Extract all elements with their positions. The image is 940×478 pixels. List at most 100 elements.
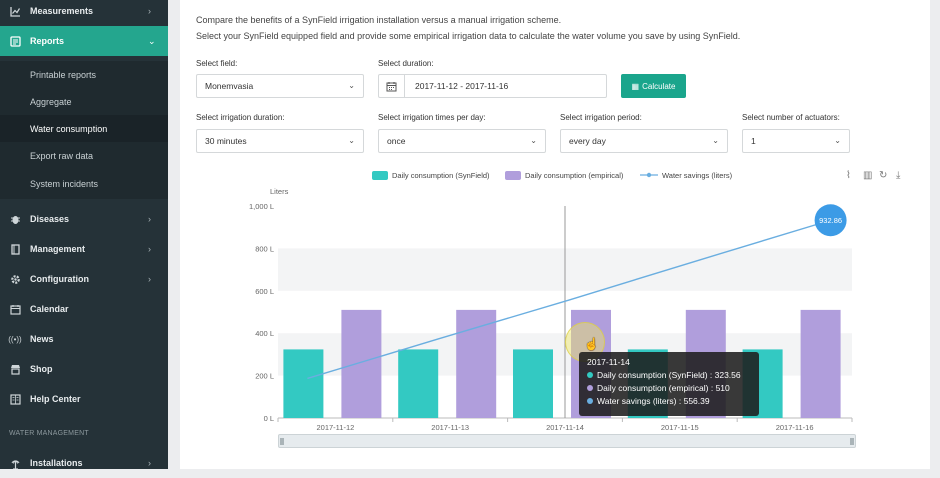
download-icon[interactable]: ⤓ bbox=[896, 170, 901, 181]
chevron-down-icon: ⌄ bbox=[834, 136, 841, 145]
sidebar-sub-system-incidents[interactable]: System incidents bbox=[0, 169, 168, 199]
y-tick-label: 0 L bbox=[264, 414, 274, 423]
calculate-button[interactable]: ▦ Calculate bbox=[621, 74, 686, 98]
x-tick-label: 2017-11-15 bbox=[661, 423, 699, 432]
x-tick-label: 2017-11-12 bbox=[316, 423, 354, 432]
sidebar-item-shop[interactable]: Shop bbox=[0, 354, 168, 384]
chevron-down-icon: ⌄ bbox=[148, 35, 156, 46]
calendar-icon bbox=[379, 75, 405, 97]
marker-label: 932.86 bbox=[819, 216, 842, 225]
legend-line-swatch bbox=[640, 172, 658, 178]
sidebar-item-configuration[interactable]: Configuration › bbox=[0, 264, 168, 294]
chevron-down-icon: ⌄ bbox=[530, 136, 537, 145]
bar-synfield bbox=[398, 349, 439, 418]
sidebar-sub-aggregate[interactable]: Aggregate bbox=[0, 88, 168, 115]
bar-empirical bbox=[456, 309, 497, 418]
intro-line-1: Compare the benefits of a SynField irrig… bbox=[196, 15, 562, 25]
sidebar-item-help-center[interactable]: Help Center bbox=[0, 384, 168, 414]
legend-synfield[interactable]: Daily consumption (SynField) bbox=[372, 168, 490, 182]
water-consumption-card: Compare the benefits of a SynField irrig… bbox=[180, 0, 930, 469]
chevron-right-icon: › bbox=[148, 244, 151, 254]
legend-swatch bbox=[372, 170, 388, 180]
tooltip-dot bbox=[587, 372, 593, 378]
slider-handle-right[interactable] bbox=[850, 438, 854, 445]
sidebar-item-diseases[interactable]: Diseases › bbox=[0, 204, 168, 234]
bar-empirical bbox=[800, 309, 841, 418]
sidebar-item-reports[interactable]: Reports ⌄ bbox=[0, 26, 168, 56]
gear-icon bbox=[9, 273, 21, 285]
x-tick-label: 2017-11-16 bbox=[776, 423, 814, 432]
sidebar-item-installations[interactable]: Installations › bbox=[0, 448, 168, 478]
y-tick-label: 200 L bbox=[255, 372, 274, 381]
store-icon bbox=[9, 363, 21, 375]
y-tick-label: 1,000 L bbox=[249, 202, 274, 211]
irrigation-duration-label: Select irrigation duration: bbox=[196, 113, 285, 122]
sidebar-sub-printable-reports[interactable]: Printable reports bbox=[0, 61, 168, 88]
field-label: Select field: bbox=[196, 59, 238, 68]
sidebar-sub-export-raw-data[interactable]: Export raw data bbox=[0, 142, 168, 169]
sidebar-sub-water-consumption[interactable]: Water consumption bbox=[0, 115, 168, 142]
chevron-down-icon: ⌄ bbox=[712, 136, 719, 145]
actuators-select[interactable]: 1 ⌄ bbox=[742, 129, 850, 153]
book-icon bbox=[9, 243, 21, 255]
legend-water-savings[interactable]: Water savings (liters) bbox=[640, 168, 732, 182]
slider-handle-left[interactable] bbox=[280, 438, 284, 445]
irrigation-period-label: Select irrigation period: bbox=[560, 113, 642, 122]
pointer-cursor-icon: ☝ bbox=[584, 337, 599, 351]
duration-value: 2017-11-12 - 2017-11-16 bbox=[415, 81, 509, 91]
duration-picker[interactable]: 2017-11-12 - 2017-11-16 bbox=[378, 74, 607, 98]
chevron-down-icon: ⌄ bbox=[348, 81, 355, 90]
sidebar-item-management[interactable]: Management › bbox=[0, 234, 168, 264]
water-savings-line bbox=[307, 219, 831, 380]
legend-swatch bbox=[505, 170, 521, 180]
irrigation-times-label: Select irrigation times per day: bbox=[378, 113, 486, 122]
help-book-icon bbox=[9, 393, 21, 405]
irrigation-period-select[interactable]: every day ⌄ bbox=[560, 129, 728, 153]
y-tick-label: 800 L bbox=[255, 244, 274, 253]
main-content: Compare the benefits of a SynField irrig… bbox=[168, 0, 940, 469]
field-select[interactable]: Monemvasia ⌄ bbox=[196, 74, 364, 98]
bug-icon bbox=[9, 213, 21, 225]
calculator-icon: ▦ bbox=[631, 81, 640, 91]
x-tick-label: 2017-11-13 bbox=[431, 423, 469, 432]
chevron-right-icon: › bbox=[148, 458, 151, 468]
duration-label: Select duration: bbox=[378, 59, 434, 68]
calendar-icon bbox=[9, 303, 21, 315]
water-consumption-chart: 0 L 200 L 400 L 600 L 800 L 1,000 L Liters 2017… bbox=[249, 187, 853, 432]
bar-synfield bbox=[513, 349, 553, 418]
chevron-right-icon: › bbox=[148, 6, 151, 16]
tooltip-row: Daily consumption (SynField) : 323.56 bbox=[587, 370, 751, 380]
legend-empirical[interactable]: Daily consumption (empirical) bbox=[505, 168, 623, 182]
bar-empirical bbox=[341, 309, 382, 418]
chevron-right-icon: › bbox=[148, 274, 151, 284]
chart-tooltip: 2017-11-14 Daily consumption (SynField) … bbox=[579, 352, 759, 416]
tooltip-row: Water savings (liters) : 556.39 bbox=[587, 396, 751, 406]
restore-icon[interactable]: ↻ bbox=[879, 170, 888, 181]
irrigation-times-select[interactable]: once ⌄ bbox=[378, 129, 546, 153]
antenna-icon bbox=[9, 457, 21, 469]
sidebar-item-news[interactable]: ((•)) News bbox=[8, 334, 54, 344]
datazoom-slider[interactable] bbox=[278, 434, 856, 448]
chart-line-icon bbox=[9, 5, 21, 17]
bar-chart-toggle-icon[interactable]: ▥ bbox=[863, 170, 873, 181]
actuators-label: Select number of actuators: bbox=[742, 113, 840, 122]
line-chart-toggle-icon[interactable]: ⌇ bbox=[846, 170, 851, 181]
broadcast-icon: ((•)) bbox=[8, 334, 22, 344]
irrigation-duration-select[interactable]: 30 minutes ⌄ bbox=[196, 129, 364, 153]
report-icon bbox=[9, 35, 21, 47]
y-axis-label: Liters bbox=[270, 187, 289, 196]
chevron-right-icon: › bbox=[148, 214, 151, 224]
tooltip-row: Daily consumption (empirical) : 510 bbox=[587, 383, 751, 393]
water-savings-marker bbox=[814, 204, 847, 237]
tooltip-dot bbox=[587, 385, 593, 391]
tooltip-title: 2017-11-14 bbox=[587, 357, 630, 367]
sidebar-item-measurements[interactable]: Measurements › bbox=[0, 0, 168, 26]
section-label: WATER MANAGEMENT bbox=[9, 430, 89, 437]
x-tick-label: 2017-11-14 bbox=[546, 423, 584, 432]
chevron-down-icon: ⌄ bbox=[348, 136, 355, 145]
tooltip-dot bbox=[587, 398, 593, 404]
intro-line-2: Select your SynField equipped field and … bbox=[196, 31, 741, 41]
bar-synfield bbox=[283, 349, 324, 418]
sidebar-item-calendar[interactable]: Calendar bbox=[0, 294, 168, 324]
y-tick-label: 600 L bbox=[255, 287, 274, 296]
